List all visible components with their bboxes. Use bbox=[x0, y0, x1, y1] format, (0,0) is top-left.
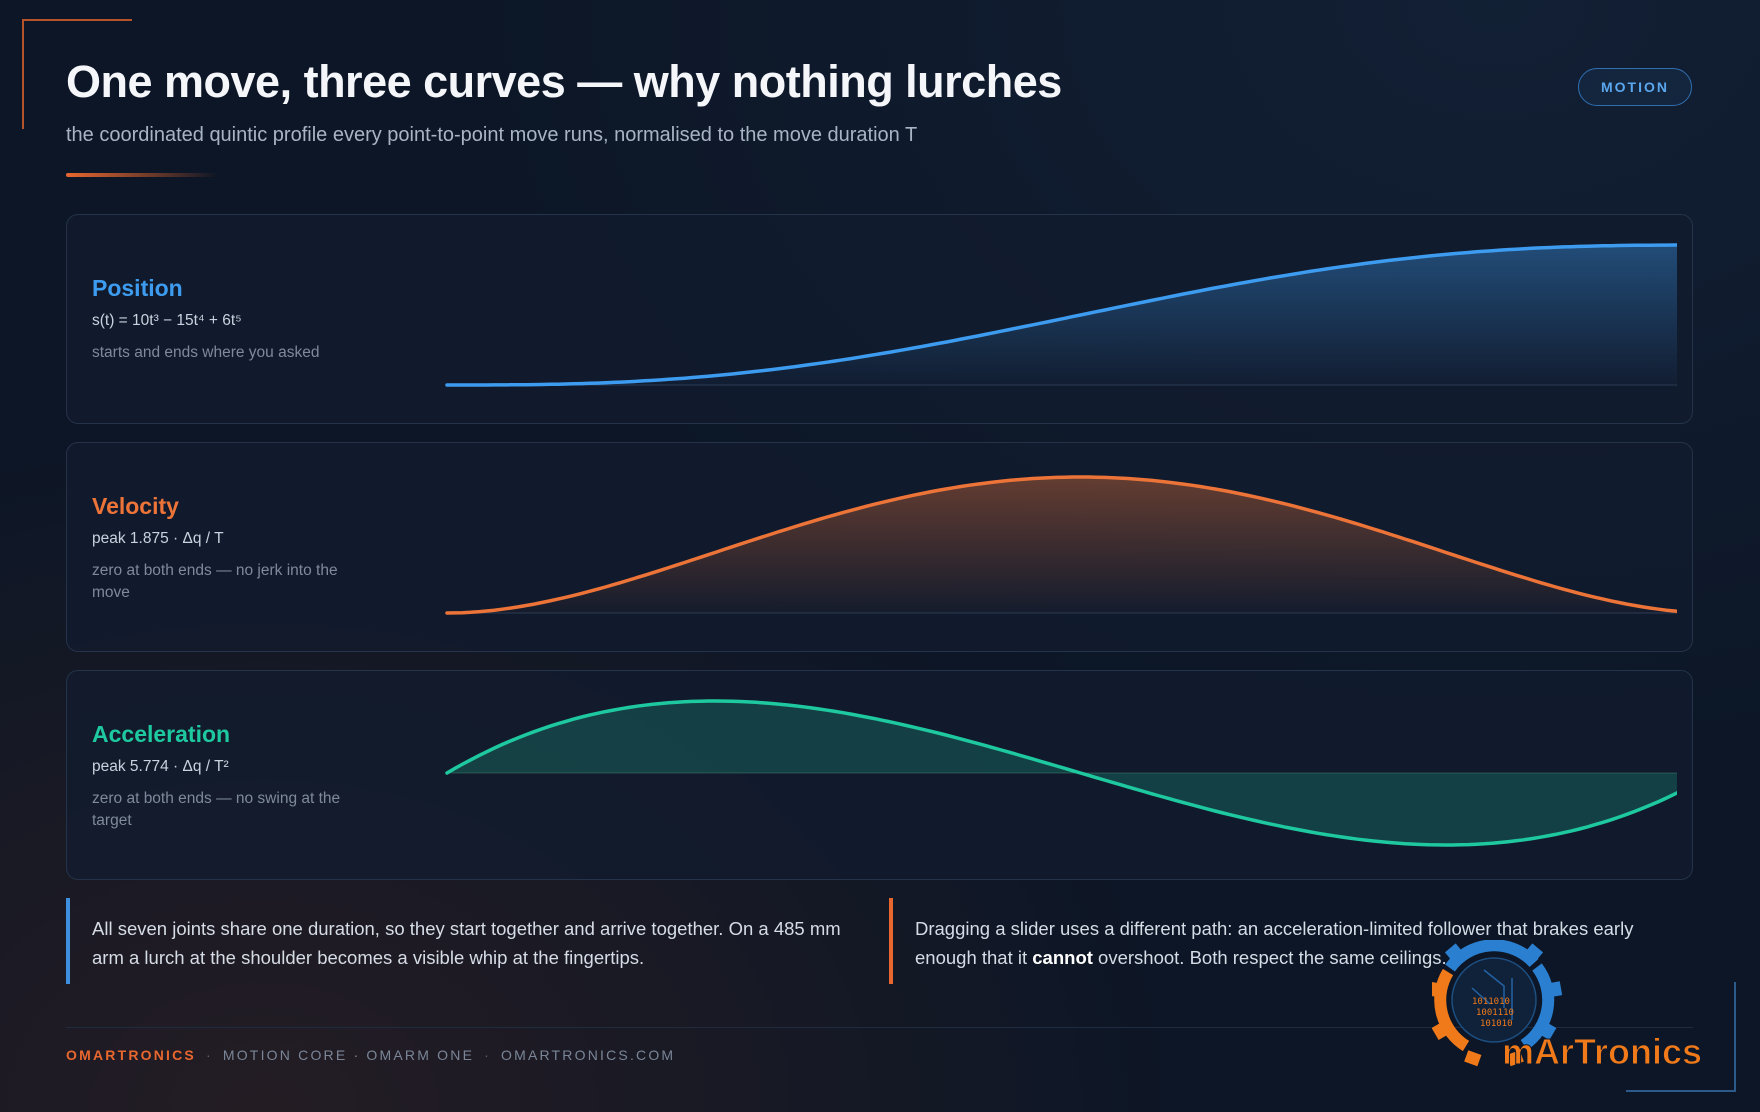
page-subtitle: the coordinated quintic profile every po… bbox=[66, 124, 918, 146]
footer-separator: · bbox=[205, 1047, 213, 1063]
footer-divider bbox=[66, 1027, 1693, 1028]
velocity-chart bbox=[445, 475, 1677, 615]
velocity-area bbox=[447, 477, 1677, 613]
corner-bracket-bottom-right bbox=[1626, 982, 1736, 1092]
title-accent-line bbox=[66, 173, 218, 177]
footer-brand: OMARTRONICS bbox=[66, 1047, 196, 1063]
footer-item-website: OMARTRONICS.COM bbox=[501, 1047, 676, 1063]
position-formula: s(t) = 10t³ − 15t⁴ + 6t⁵ bbox=[92, 312, 242, 329]
acceleration-label-group: Acceleration peak 5.774 · Δq / T² zero a… bbox=[92, 721, 352, 832]
acceleration-note: zero at both ends — no swing at the targ… bbox=[92, 790, 341, 829]
velocity-formula: peak 1.875 · Δq / T bbox=[92, 530, 224, 547]
page-title: One move, three curves — why nothing lur… bbox=[66, 56, 1062, 107]
callout-slider-emphasis: cannot bbox=[1032, 947, 1093, 968]
position-title: Position bbox=[92, 275, 183, 301]
position-area bbox=[447, 245, 1677, 385]
position-note: starts and ends where you asked bbox=[92, 344, 320, 361]
logo-gear-icon: 1011010 1001110 101010 bbox=[1432, 940, 1563, 1067]
motion-badge: MOTION bbox=[1578, 68, 1692, 106]
position-curve bbox=[445, 243, 1677, 387]
velocity-label-group: Velocity peak 1.875 · Δq / T zero at bot… bbox=[92, 493, 352, 604]
velocity-title: Velocity bbox=[92, 493, 179, 519]
acceleration-panel: Acceleration peak 5.774 · Δq / T² zero a… bbox=[66, 670, 1693, 880]
position-panel: Position s(t) = 10t³ − 15t⁴ + 6t⁵ starts… bbox=[66, 214, 1693, 424]
acceleration-area bbox=[447, 701, 1677, 845]
velocity-curve bbox=[445, 475, 1677, 615]
logo-wordmark: mArTronics bbox=[1502, 1031, 1702, 1072]
logo-binary-3: 101010 bbox=[1480, 1019, 1513, 1029]
callout-shared-duration-text: All seven joints share one duration, so … bbox=[92, 918, 841, 968]
position-label-group: Position s(t) = 10t³ − 15t⁴ + 6t⁵ starts… bbox=[92, 275, 352, 364]
acceleration-formula: peak 5.774 · Δq / T² bbox=[92, 758, 229, 775]
velocity-note: zero at both ends — no jerk into the mov… bbox=[92, 562, 338, 601]
footer: OMARTRONICS · MOTION CORE · OMARM ONE · OMAR… bbox=[66, 1047, 675, 1063]
acceleration-curve bbox=[445, 699, 1677, 847]
callout-shared-duration: All seven joints share one duration, so … bbox=[66, 898, 876, 984]
position-chart bbox=[445, 243, 1677, 387]
omartronics-logo: 1011010 1001110 101010 mArTronics bbox=[1432, 940, 1703, 1073]
footer-separator: · bbox=[484, 1047, 491, 1063]
acceleration-title: Acceleration bbox=[92, 721, 231, 747]
logo-binary-2: 1001110 bbox=[1476, 1008, 1514, 1018]
callout-slider-text-before: Dragging a slider uses a different path:… bbox=[915, 918, 1634, 968]
acceleration-chart bbox=[445, 699, 1677, 847]
callout-slider-path: Dragging a slider uses a different path:… bbox=[889, 898, 1689, 984]
logo-binary-1: 1011010 bbox=[1472, 997, 1510, 1007]
velocity-panel: Velocity peak 1.875 · Δq / T zero at bot… bbox=[66, 442, 1693, 652]
footer-item-product: MOTION CORE · OMARM ONE bbox=[222, 1047, 475, 1063]
corner-bracket-top-left bbox=[22, 19, 132, 129]
callout-slider-text-after: overshoot. Both respect the same ceiling… bbox=[1092, 947, 1447, 968]
